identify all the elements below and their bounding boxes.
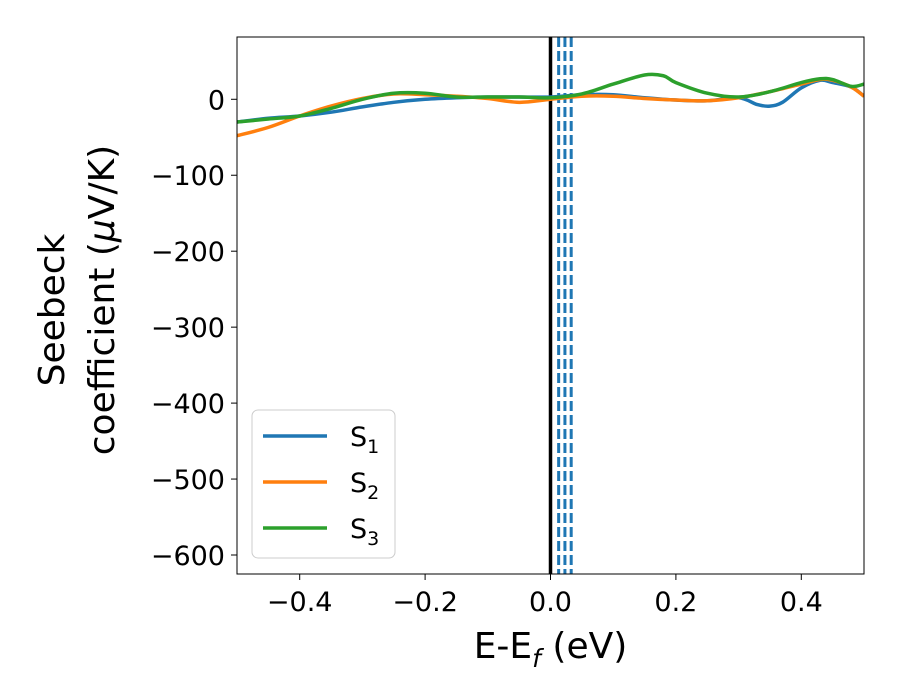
y-tick-label: −100 xyxy=(151,161,225,192)
y-axis-title-line2: coefficient (μV/K) xyxy=(82,145,123,455)
legend-box xyxy=(251,409,396,559)
x-tick-label: −0.4 xyxy=(267,587,333,618)
y-tick-label: −200 xyxy=(151,237,225,268)
legend-label-s1: S1 xyxy=(350,422,379,458)
legend-label-s2: S2 xyxy=(350,468,379,504)
y-tick-label: −400 xyxy=(151,389,225,420)
x-axis-title: E-Ef (eV) xyxy=(474,626,628,673)
x-tick-label: 0.0 xyxy=(529,587,572,618)
y-axis-title-line1: Seebeck xyxy=(32,233,73,386)
legend-label-s3: S3 xyxy=(350,514,379,550)
y-tick-label: −600 xyxy=(151,541,225,572)
y-tick-label: −300 xyxy=(151,313,225,344)
y-tick-label: 0 xyxy=(208,85,225,116)
x-tick-label: 0.2 xyxy=(654,587,697,618)
x-tick-label: −0.2 xyxy=(392,587,458,618)
x-tick-label: 0.4 xyxy=(780,587,823,618)
y-tick-label: −500 xyxy=(151,465,225,496)
series-line-s3 xyxy=(237,72,864,124)
